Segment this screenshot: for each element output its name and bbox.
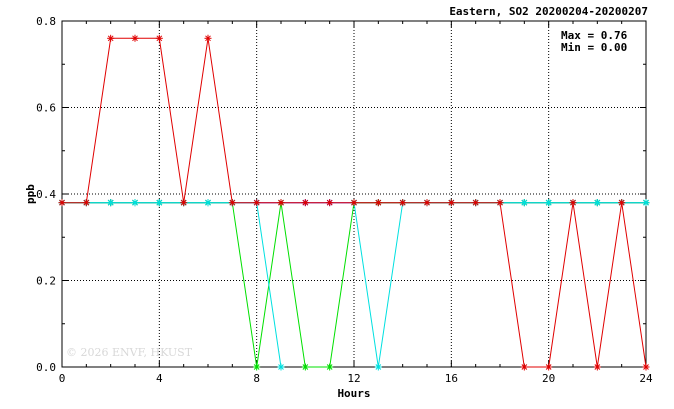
- series-layer: [58, 34, 650, 371]
- data-point: [642, 199, 650, 207]
- tick-labels: 0 4 8 12 16 20 24 0.0 0.2 0.4 0.6 0.8: [36, 15, 653, 385]
- y-tick-label: 0.2: [36, 275, 56, 288]
- series-3: [58, 34, 650, 371]
- x-tick-label: 16: [445, 372, 458, 385]
- data-point: [131, 34, 139, 42]
- data-point: [399, 199, 407, 207]
- data-point: [374, 363, 382, 371]
- data-point: [204, 199, 212, 207]
- data-point: [520, 199, 528, 207]
- data-point: [204, 34, 212, 42]
- x-tick-label: 24: [639, 372, 653, 385]
- data-point: [253, 363, 261, 371]
- data-point: [569, 199, 577, 207]
- y-tick-label: 0.4: [36, 188, 56, 201]
- data-point: [277, 363, 285, 371]
- data-point: [155, 199, 163, 207]
- x-tick-label: 20: [542, 372, 555, 385]
- x-tick-label: 12: [347, 372, 360, 385]
- x-axis-label: Hours: [337, 387, 370, 400]
- data-point: [180, 199, 188, 207]
- data-point: [374, 199, 382, 207]
- data-point: [107, 34, 115, 42]
- data-point: [447, 199, 455, 207]
- data-point: [82, 199, 90, 207]
- x-tick-label: 8: [253, 372, 260, 385]
- data-point: [520, 363, 528, 371]
- chart-title: Eastern, SO2 20200204-20200207: [449, 5, 648, 18]
- data-point: [350, 199, 358, 207]
- data-point: [326, 363, 334, 371]
- series-line: [62, 202, 282, 368]
- y-tick-label: 0.0: [36, 361, 56, 374]
- watermark: © 2026 ENVF, HKUST: [66, 346, 193, 359]
- data-point: [496, 199, 504, 207]
- data-point: [301, 199, 309, 207]
- grid-lines: [62, 21, 646, 367]
- data-point: [131, 199, 139, 207]
- data-point: [277, 199, 285, 207]
- y-tick-label: 0.8: [36, 15, 56, 28]
- data-point: [301, 363, 309, 371]
- data-point: [593, 199, 601, 207]
- data-point: [253, 199, 261, 207]
- data-point: [107, 199, 115, 207]
- data-point: [472, 199, 480, 207]
- x-tick-label: 0: [59, 372, 66, 385]
- y-axis-label: ppb: [24, 184, 37, 204]
- max-annotation: Max = 0.76: [561, 29, 628, 42]
- series-line: [353, 202, 646, 368]
- data-point: [228, 199, 236, 207]
- data-point: [326, 199, 334, 207]
- min-annotation: Min = 0.00: [561, 41, 627, 54]
- x-tick-label: 4: [156, 372, 163, 385]
- y-tick-label: 0.6: [36, 102, 56, 115]
- data-point: [58, 199, 66, 207]
- data-point: [545, 199, 553, 207]
- data-point: [545, 363, 553, 371]
- data-point: [423, 199, 431, 207]
- data-point: [593, 363, 601, 371]
- data-point: [642, 363, 650, 371]
- data-point: [155, 34, 163, 42]
- data-point: [618, 199, 626, 207]
